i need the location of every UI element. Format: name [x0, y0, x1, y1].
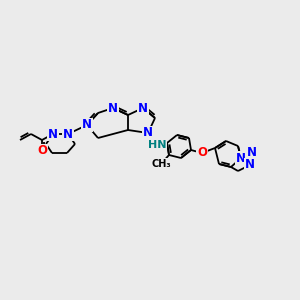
Text: N: N [236, 152, 246, 164]
Text: O: O [37, 145, 47, 158]
Text: N: N [245, 158, 255, 172]
Text: N: N [82, 118, 92, 131]
Text: O: O [197, 146, 207, 160]
Text: N: N [63, 128, 73, 140]
Text: HN: HN [148, 140, 166, 150]
Text: CH₃: CH₃ [151, 159, 171, 169]
Text: N: N [247, 146, 257, 160]
Text: N: N [143, 127, 153, 140]
Text: N: N [48, 128, 58, 140]
Text: N: N [108, 101, 118, 115]
Text: N: N [138, 101, 148, 115]
